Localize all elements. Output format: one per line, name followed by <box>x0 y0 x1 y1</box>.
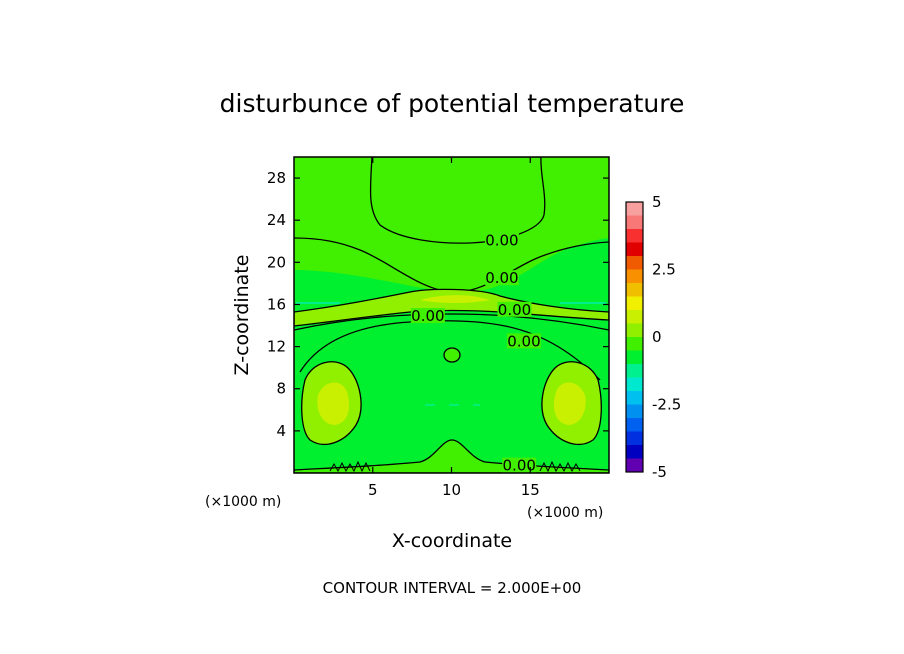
contour-label: 0.00 <box>485 269 518 287</box>
colorbar-segment <box>626 377 643 392</box>
colorbar-segment <box>626 404 643 419</box>
y-tick-label: 24 <box>267 211 286 229</box>
colorbar-frame <box>625 201 644 473</box>
contour-label: 0.00 <box>503 457 536 475</box>
y-tick-label: 28 <box>267 169 286 187</box>
colorbar-ticks: 5 2.5 0 -2.5 -5 <box>652 193 681 481</box>
middle-warm-band <box>294 288 609 327</box>
colorbar-tick-label: 0 <box>652 328 662 346</box>
colorbar-segment <box>626 337 643 351</box>
colorbar <box>625 201 644 473</box>
bottom-noise-contour <box>329 460 581 473</box>
colorbar-segment <box>626 310 643 324</box>
contour-label-bg <box>484 270 519 286</box>
plot-area <box>294 157 609 473</box>
contour-label: 0.00 <box>485 231 518 249</box>
x-unit-right: (×1000 m) <box>527 505 603 521</box>
y-tick-label: 12 <box>267 338 286 356</box>
colorbar-segment <box>626 364 643 378</box>
chart-title: disturbunce of potential temperature <box>220 89 685 118</box>
colorbar-segment <box>626 323 643 338</box>
y-tick-label: 16 <box>267 295 286 313</box>
x-tick-label: 10 <box>442 481 461 499</box>
contour-labels: 0.00 0.00 0.00 0.00 0.00 0.00 <box>410 231 541 475</box>
colorbar-tick-label: -2.5 <box>652 396 681 414</box>
y-axis-ticks: 4 8 12 16 20 24 28 <box>267 169 609 440</box>
colorbar-tick-label: 2.5 <box>652 261 676 279</box>
central-cell <box>443 347 461 363</box>
colorbar-segment <box>626 296 643 311</box>
colorbar-segment <box>626 445 643 459</box>
x-unit-left: (×1000 m) <box>205 494 281 510</box>
contour-label: 0.00 <box>498 301 531 319</box>
contour-label: 0.00 <box>411 307 444 325</box>
contour-label: 0.00 <box>507 332 540 350</box>
contour-label-bg <box>502 457 537 473</box>
band-core <box>420 295 490 303</box>
left-arch-contour <box>294 313 609 331</box>
y-tick-label: 20 <box>267 253 286 271</box>
left-warm-core <box>317 382 350 425</box>
contour-label-bg <box>410 308 445 324</box>
y-tick-label: 8 <box>276 380 286 398</box>
colorbar-segment <box>626 350 643 365</box>
x-axis-ticks: 5 10 15 <box>368 157 540 499</box>
colorbar-segment <box>626 269 643 284</box>
colorbar-segment <box>626 418 643 432</box>
colorbar-segment <box>626 431 643 446</box>
colorbar-segment <box>626 283 643 297</box>
colorbar-segment <box>626 458 643 473</box>
colorbar-segment <box>626 242 643 257</box>
colorbar-segment <box>626 202 643 216</box>
x-tick-label: 15 <box>521 481 540 499</box>
colorbar-segment <box>626 215 643 230</box>
contour-label-bg <box>506 333 541 349</box>
y-axis-label: Z-coordinate <box>231 255 253 376</box>
contour-interval: CONTOUR INTERVAL = 2.000E+00 <box>323 579 582 597</box>
right-warm-core <box>553 382 586 425</box>
arch-contour <box>299 320 601 381</box>
colorbar-segment <box>626 391 643 405</box>
colorbar-tick-label: 5 <box>652 193 662 211</box>
colorbar-tick-label: -5 <box>652 463 667 481</box>
y-tick-label: 4 <box>276 422 286 440</box>
contour-label-bg <box>497 301 532 317</box>
top-plume <box>369 157 546 244</box>
contour-label-bg <box>484 232 519 248</box>
x-axis-label: X-coordinate <box>392 530 512 552</box>
x-tick-label: 5 <box>368 481 378 499</box>
colorbar-segment <box>626 229 643 243</box>
colorbar-segment <box>626 256 643 270</box>
